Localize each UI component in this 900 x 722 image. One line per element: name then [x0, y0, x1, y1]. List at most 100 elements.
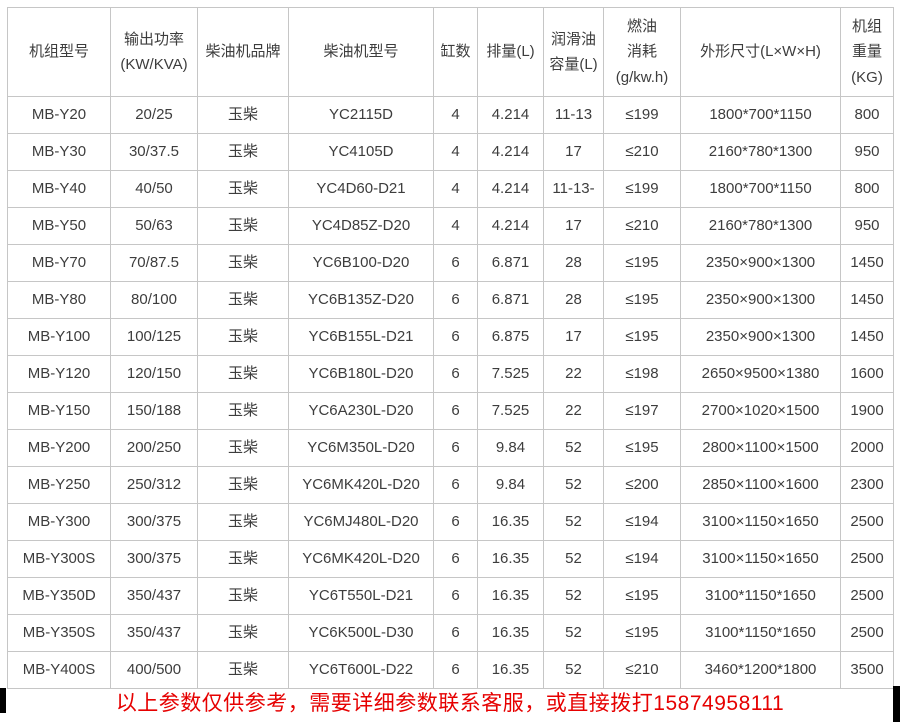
column-header-2: 柴油机品牌 — [197, 7, 289, 97]
footer-notice: 以上参数仅供参考，需要详细参数联系客服，或直接拨打15874958111 — [115, 692, 785, 715]
table-cell: 2850×1100×1600 — [680, 466, 841, 504]
table-cell: 1900 — [840, 392, 894, 430]
table-row-MB-Y400S: MB-Y400S 400/500 玉柴 YC6T600L-D22 6 16.35 52 ≤21… — [7, 651, 894, 689]
table-cell: 16.35 — [477, 540, 544, 578]
column-header-5: 排量(L) — [477, 7, 544, 97]
table-cell: 2160*780*1300 — [680, 133, 841, 171]
table-row-MB-Y150: MB-Y150 150/188 玉柴 YC6A230L-D20 6 7.525 22 ≤197… — [7, 392, 894, 430]
table-cell: 1800*700*1150 — [680, 96, 841, 134]
table-cell: MB-Y250 — [7, 466, 111, 504]
table-cell: 6.871 — [477, 244, 544, 282]
column-header-1: 输出功率 (KW/KVA) — [110, 7, 198, 97]
table-cell: 150/188 — [110, 392, 198, 430]
table-cell: 300/375 — [110, 540, 198, 578]
table-cell: 6 — [433, 577, 478, 615]
table-cell: 4 — [433, 133, 478, 171]
table-cell: ≤199 — [603, 170, 681, 208]
table-cell: YC6MJ480L-D20 — [288, 503, 434, 541]
table-cell: ≤200 — [603, 466, 681, 504]
table-cell: ≤197 — [603, 392, 681, 430]
table-cell: 玉柴 — [197, 651, 289, 689]
table-cell: 玉柴 — [197, 540, 289, 578]
table-cell: YC6MK420L-D20 — [288, 466, 434, 504]
table-cell: 6 — [433, 281, 478, 319]
table-cell: 玉柴 — [197, 614, 289, 652]
table-row-MB-Y20: MB-Y20 20/25 玉柴 YC2115D 4 4.214 11-13 ≤199 1800*… — [7, 96, 894, 134]
table-cell: 6 — [433, 355, 478, 393]
table-cell: 9.84 — [477, 429, 544, 467]
table-cell: 800 — [840, 96, 894, 134]
table-cell: YC4D85Z-D20 — [288, 207, 434, 245]
table-cell: 1600 — [840, 355, 894, 393]
table-cell: MB-Y40 — [7, 170, 111, 208]
table-cell: ≤194 — [603, 540, 681, 578]
table-row-MB-Y200: MB-Y200 200/250 玉柴 YC6M350L-D20 6 9.84 52 ≤195 2… — [7, 429, 894, 467]
table-row-MB-Y120: MB-Y120 120/150 玉柴 YC6B180L-D20 6 7.525 22 ≤198… — [7, 355, 894, 393]
table-cell: ≤195 — [603, 318, 681, 356]
table-cell: MB-Y30 — [7, 133, 111, 171]
table-header-row: 机组型号 输出功率 (KW/KVA) 柴油机品牌 柴油机型号 缸数 排量(L) 润滑油 容量… — [7, 7, 894, 97]
table-cell: MB-Y20 — [7, 96, 111, 134]
table-row-MB-Y80: MB-Y80 80/100 玉柴 YC6B135Z-D20 6 6.871 28 ≤195 23… — [7, 281, 894, 319]
table-cell: 52 — [543, 503, 604, 541]
table-cell: YC6B155L-D21 — [288, 318, 434, 356]
table-cell: 350/437 — [110, 577, 198, 615]
table-cell: ≤210 — [603, 133, 681, 171]
table-cell: 950 — [840, 133, 894, 171]
table-row-MB-Y300S: MB-Y300S 300/375 玉柴 YC6MK420L-D20 6 16.35 52 ≤1… — [7, 540, 894, 578]
table-cell: ≤195 — [603, 281, 681, 319]
table-cell: 4 — [433, 96, 478, 134]
table-cell: ≤195 — [603, 577, 681, 615]
table-cell: 2500 — [840, 577, 894, 615]
table-row-MB-Y70: MB-Y70 70/87.5 玉柴 YC6B100-D20 6 6.871 28 ≤195 23… — [7, 244, 894, 282]
table-cell: 16.35 — [477, 503, 544, 541]
table-cell: 11-13- — [543, 170, 604, 208]
table-cell: 4 — [433, 207, 478, 245]
table-body: MB-Y20 20/25 玉柴 YC2115D 4 4.214 11-13 ≤199 1800*… — [7, 96, 894, 689]
table-cell: 玉柴 — [197, 577, 289, 615]
table-cell: 4 — [433, 170, 478, 208]
column-header-0: 机组型号 — [7, 7, 111, 97]
column-header-6: 润滑油 容量(L) — [543, 7, 604, 97]
table-cell: 6 — [433, 614, 478, 652]
table-cell: 2500 — [840, 540, 894, 578]
table-cell: YC4D60-D21 — [288, 170, 434, 208]
artifact-bar-right — [893, 686, 900, 722]
table-cell: 9.84 — [477, 466, 544, 504]
table-cell: MB-Y350S — [7, 614, 111, 652]
table-cell: 300/375 — [110, 503, 198, 541]
table-cell: MB-Y400S — [7, 651, 111, 689]
table-cell: 2650×9500×1380 — [680, 355, 841, 393]
table-cell: 6 — [433, 392, 478, 430]
table-cell: 1450 — [840, 281, 894, 319]
table-cell: 6 — [433, 651, 478, 689]
table-cell: 2350×900×1300 — [680, 281, 841, 319]
table-cell: 玉柴 — [197, 318, 289, 356]
table-cell: 16.35 — [477, 577, 544, 615]
table-row-MB-Y50: MB-Y50 50/63 玉柴 YC4D85Z-D20 4 4.214 17 ≤210 2160… — [7, 207, 894, 245]
table-cell: YC6K500L-D30 — [288, 614, 434, 652]
table-cell: 52 — [543, 614, 604, 652]
table-cell: 100/125 — [110, 318, 198, 356]
table-cell: 6 — [433, 466, 478, 504]
table-cell: 3100×1150×1650 — [680, 503, 841, 541]
table-cell: 6 — [433, 540, 478, 578]
table-cell: MB-Y50 — [7, 207, 111, 245]
table-cell: 30/37.5 — [110, 133, 198, 171]
table-cell: 玉柴 — [197, 429, 289, 467]
table-cell: 玉柴 — [197, 392, 289, 430]
table-cell: 6 — [433, 429, 478, 467]
table-cell: 2500 — [840, 614, 894, 652]
table-row-MB-Y250: MB-Y250 250/312 玉柴 YC6MK420L-D20 6 9.84 52 ≤200… — [7, 466, 894, 504]
table-header: 机组型号 输出功率 (KW/KVA) 柴油机品牌 柴油机型号 缸数 排量(L) 润滑油 容量… — [7, 7, 894, 97]
table-cell: 11-13 — [543, 96, 604, 134]
table-cell: YC2115D — [288, 96, 434, 134]
table-cell: 70/87.5 — [110, 244, 198, 282]
table-cell: 2800×1100×1500 — [680, 429, 841, 467]
table-cell: MB-Y80 — [7, 281, 111, 319]
table-cell: 4.214 — [477, 170, 544, 208]
table-cell: 3100×1150×1650 — [680, 540, 841, 578]
table-cell: 3100*1150*1650 — [680, 614, 841, 652]
table-cell: 28 — [543, 281, 604, 319]
